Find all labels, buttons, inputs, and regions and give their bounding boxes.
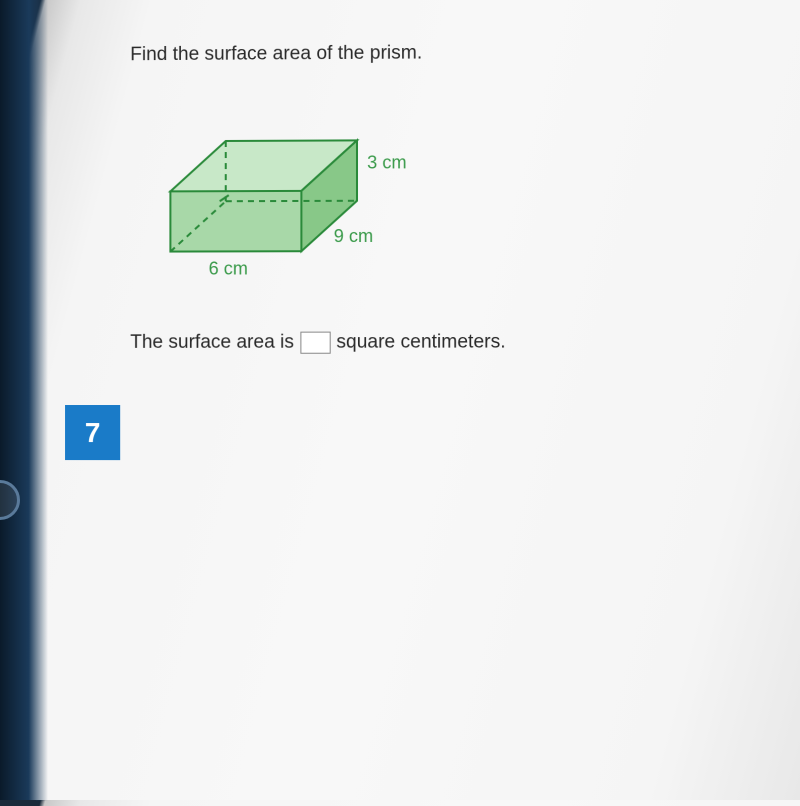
question-prompt: Find the surface area of the prism. [130,42,505,66]
answer-input[interactable] [300,332,330,354]
answer-line: The surface area is square centimeters. [130,331,505,353]
question-number-badge: 7 [65,405,120,460]
height-label: 3 cm [367,152,407,173]
answer-suffix: square centimeters. [336,331,505,353]
dark-spine [0,0,48,800]
depth-label: 9 cm [334,226,373,247]
prism-svg [150,90,433,292]
question-content: Find the surface area of the prism. 3 cm… [130,42,505,354]
width-label: 6 cm [209,258,248,279]
answer-prefix: The surface area is [130,332,294,354]
prism-diagram: 3 cm 9 cm 6 cm [150,90,433,292]
